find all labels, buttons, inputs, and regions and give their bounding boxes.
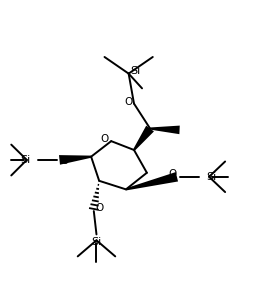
Text: Si: Si <box>130 66 140 76</box>
Polygon shape <box>126 172 178 190</box>
Text: O: O <box>60 156 68 166</box>
Text: O: O <box>125 97 133 107</box>
Text: O: O <box>169 169 177 179</box>
Text: Si: Si <box>20 155 31 165</box>
Polygon shape <box>133 126 154 151</box>
Text: Si: Si <box>206 172 216 182</box>
Text: O: O <box>95 203 103 213</box>
Polygon shape <box>59 155 91 165</box>
Text: O: O <box>100 134 109 144</box>
Text: Si: Si <box>91 237 102 247</box>
Polygon shape <box>150 126 180 134</box>
